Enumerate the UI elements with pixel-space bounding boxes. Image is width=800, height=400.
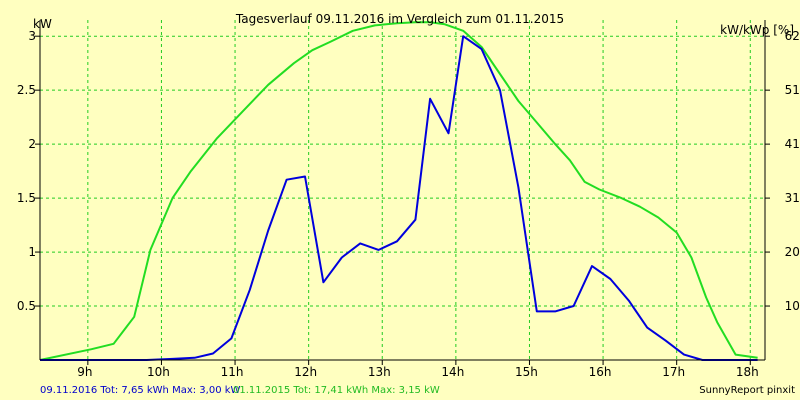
y-tick-label-right: 10,3 — [785, 299, 800, 313]
legend-2015: 01.11.2015 Tot: 17,41 kWh Max: 3,15 kW — [233, 385, 440, 396]
grid-lines — [40, 20, 765, 360]
chart-title: Tagesverlauf 09.11.2016 im Vergleich zum… — [235, 12, 564, 26]
y-tick-label-left: 0.5 — [17, 299, 36, 313]
series-line-s2016 — [40, 35, 758, 361]
x-tick-label: 13h — [368, 365, 391, 379]
brand-label: SunnyReport pinxit — [699, 385, 795, 396]
axes — [39, 20, 766, 361]
series-line-s2015 — [39, 21, 758, 361]
y-tick-label-left: 1 — [28, 245, 36, 259]
y-axis-label-right: kW/kWp [%] — [720, 23, 794, 37]
legend-2016: 09.11.2016 Tot: 7,65 kWh Max: 3,00 kW — [40, 385, 241, 396]
y-tick-label-right: 41,3 — [785, 137, 800, 151]
series-group — [39, 21, 758, 361]
x-tick-label: 14h — [441, 365, 464, 379]
tick-labels: 9h 10h 11h 12h 13h 14h 15h 16h 17h 18h 0.5 1 1.5 2 2.5… — [17, 29, 800, 379]
y-tick-label-left: 2.5 — [17, 83, 36, 97]
y-tick-label-left: 1.5 — [17, 191, 36, 205]
y-tick-label-right: 31,0 — [785, 191, 800, 205]
x-tick-label: 18h — [736, 365, 759, 379]
y-axis-label-left: kW — [33, 17, 52, 31]
y-tick-label-left: 2 — [28, 137, 36, 151]
x-tick-label: 12h — [294, 365, 317, 379]
y-tick-label-right: 51,7 — [785, 83, 800, 97]
x-tick-label: 11h — [221, 365, 244, 379]
x-tick-label: 17h — [662, 365, 685, 379]
y-tick-label-right: 20,7 — [785, 245, 800, 259]
x-tick-label: 16h — [589, 365, 612, 379]
x-tick-label: 10h — [147, 365, 170, 379]
y-tick-label-left: 3 — [28, 29, 36, 43]
x-tick-label: 15h — [515, 365, 538, 379]
y-tick-label-right: 62,0 — [785, 29, 800, 43]
x-tick-label: 9h — [77, 365, 92, 379]
